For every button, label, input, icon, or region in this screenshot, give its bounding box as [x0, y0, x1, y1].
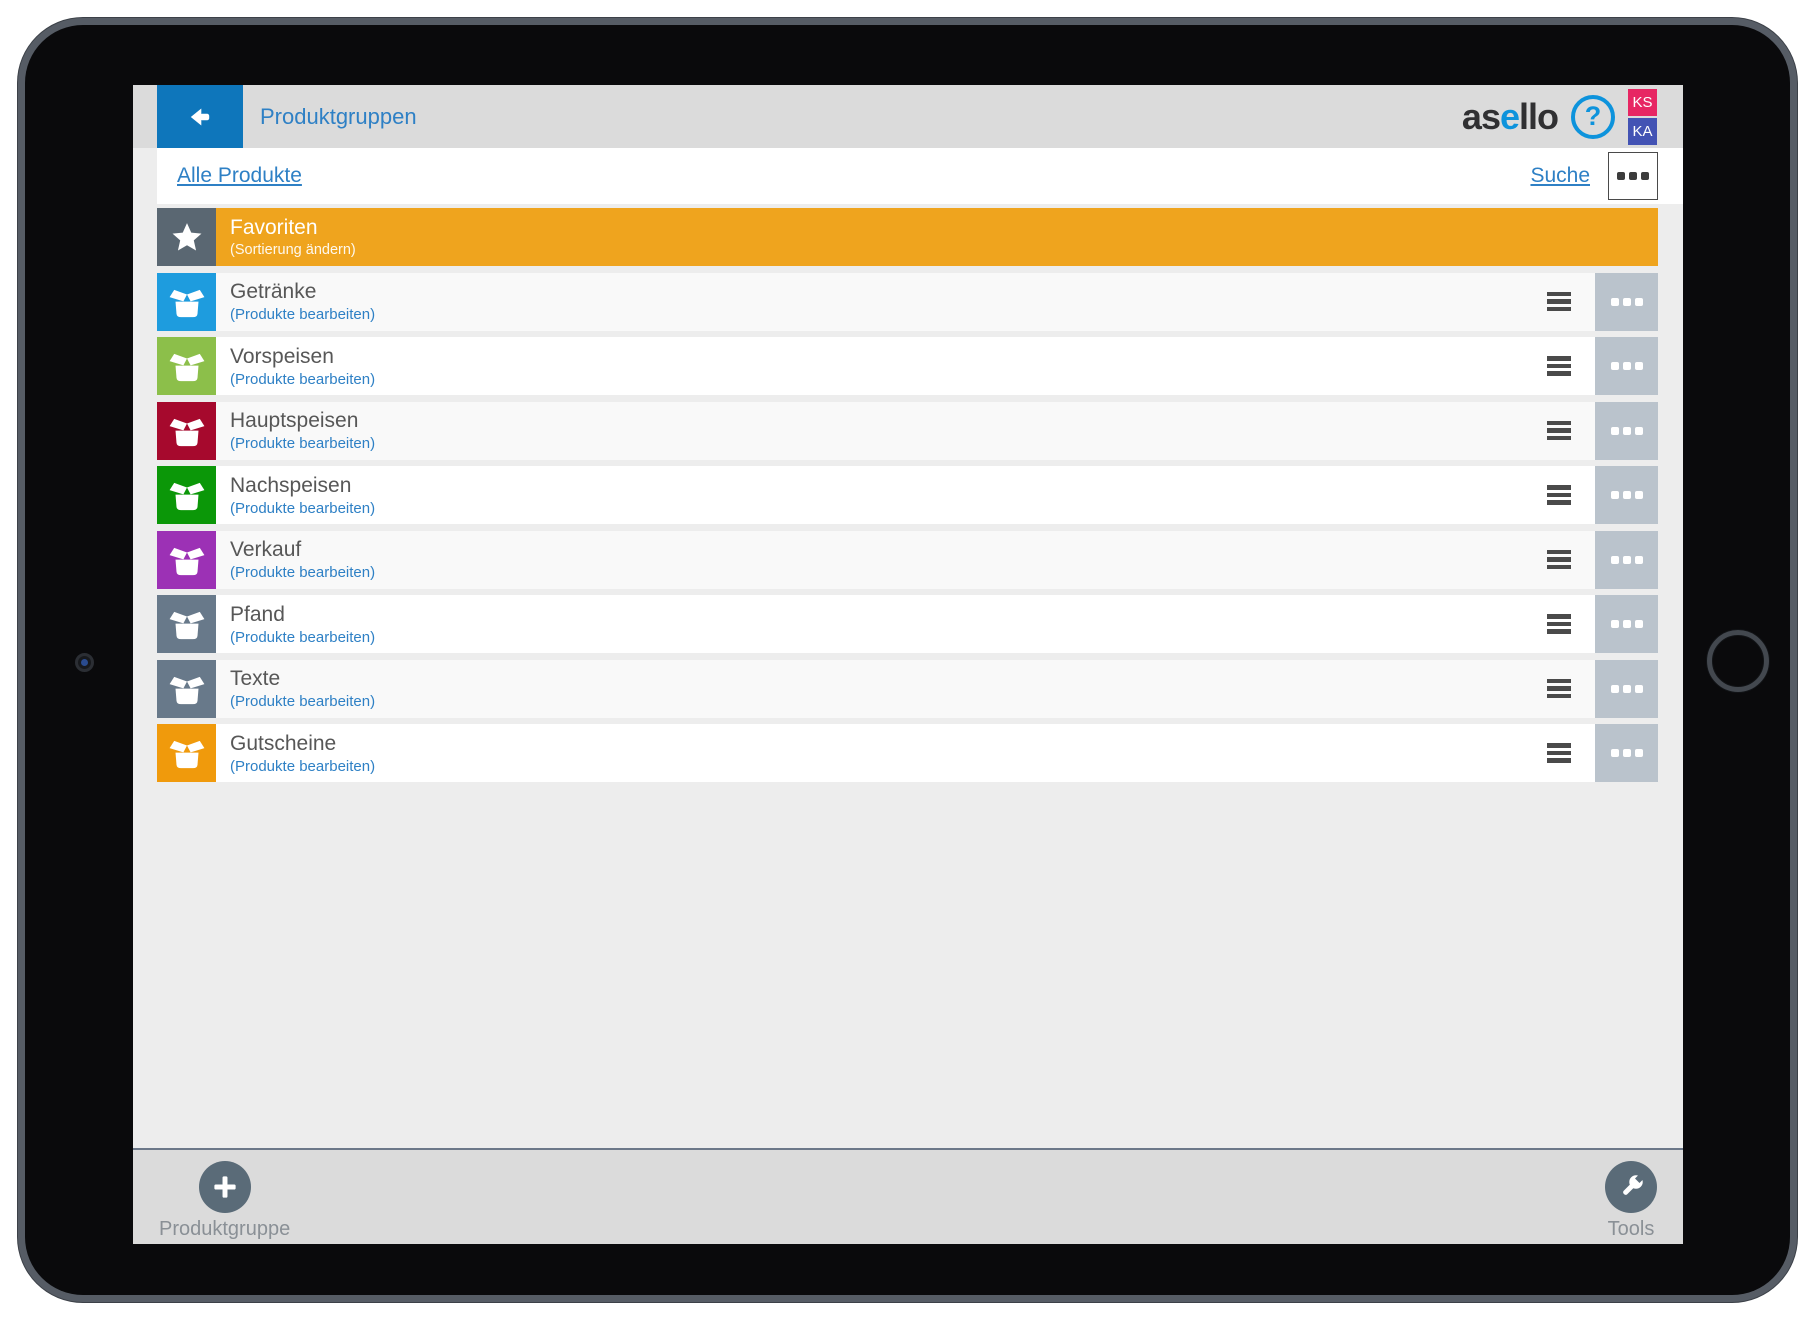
- row-more-button[interactable]: [1595, 466, 1658, 524]
- product-group-row[interactable]: Texte (Produkte bearbeiten): [157, 659, 1658, 718]
- box-icon: [157, 337, 216, 395]
- drag-handle-icon[interactable]: [1545, 673, 1573, 705]
- box-icon: [157, 530, 216, 589]
- drag-handle-icon[interactable]: [1545, 415, 1573, 447]
- front-camera: [75, 653, 94, 672]
- drag-handle-icon[interactable]: [1545, 350, 1573, 382]
- app-header: Produktgruppen asello ? KS KA: [133, 85, 1683, 148]
- group-name: Getränke: [230, 280, 317, 303]
- ellipsis-icon: [1610, 620, 1643, 628]
- bottom-toolbar: Produktgruppe Tools: [133, 1148, 1683, 1244]
- edit-products-link[interactable]: (Produkte bearbeiten): [230, 370, 376, 388]
- row-more-button[interactable]: [1595, 530, 1658, 589]
- ellipsis-icon: [1617, 172, 1649, 180]
- group-name: Pfand: [230, 602, 285, 626]
- row-more-button[interactable]: [1595, 272, 1658, 331]
- more-menu-button[interactable]: [1608, 152, 1658, 200]
- add-productgroup-button[interactable]: Produktgruppe: [159, 1161, 290, 1244]
- edit-products-link[interactable]: (Produkte bearbeiten): [230, 693, 376, 710]
- back-button[interactable]: [157, 85, 243, 148]
- edit-products-link[interactable]: (Produkte bearbeiten): [230, 499, 376, 517]
- search-link[interactable]: Suche: [1530, 164, 1590, 187]
- drag-handle-icon[interactable]: [1545, 737, 1573, 769]
- help-icon[interactable]: ?: [1571, 94, 1615, 139]
- product-group-row[interactable]: Pfand (Produkte bearbeiten): [157, 595, 1658, 653]
- tools-label: Tools: [1607, 1218, 1655, 1240]
- favorites-row[interactable]: Favoriten (Sortierung ändern): [157, 208, 1658, 266]
- edit-products-link[interactable]: (Produkte bearbeiten): [230, 564, 376, 581]
- row-more-button[interactable]: [1595, 659, 1658, 718]
- box-icon: [157, 272, 216, 331]
- ellipsis-icon: [1610, 684, 1643, 693]
- edit-products-link[interactable]: (Produkte bearbeiten): [230, 757, 376, 775]
- tools-button[interactable]: Tools: [1605, 1161, 1657, 1244]
- row-more-button[interactable]: [1595, 595, 1658, 653]
- ellipsis-icon: [1610, 426, 1643, 435]
- app-screen: Produktgruppen asello ? KS KA Alle Produ…: [133, 85, 1683, 1244]
- group-name: Gutscheine: [230, 731, 337, 755]
- group-name: Texte: [230, 667, 281, 690]
- back-arrow-icon: [190, 108, 210, 125]
- badge-ka[interactable]: KA: [1628, 117, 1657, 145]
- ellipsis-icon: [1610, 555, 1643, 564]
- page-title: Produktgruppen: [260, 103, 417, 129]
- ellipsis-icon: [1610, 491, 1643, 499]
- tablet-frame: Produktgruppen asello ? KS KA Alle Produ…: [25, 25, 1790, 1295]
- row-more-button[interactable]: [1595, 724, 1658, 782]
- box-icon: [157, 595, 216, 653]
- edit-products-link[interactable]: (Produkte bearbeiten): [230, 628, 376, 646]
- drag-handle-icon[interactable]: [1545, 479, 1573, 511]
- row-more-button[interactable]: [1595, 337, 1658, 395]
- box-icon: [157, 659, 216, 718]
- asello-logo: asello: [1461, 96, 1559, 137]
- product-group-row[interactable]: Hauptspeisen (Produkte bearbeiten): [157, 401, 1658, 460]
- favorites-title: Favoriten: [230, 216, 318, 239]
- drag-handle-icon[interactable]: [1545, 286, 1573, 318]
- box-icon: [157, 466, 216, 524]
- user-badges: KS KA: [1628, 88, 1657, 145]
- box-icon: [157, 724, 216, 782]
- edit-products-link[interactable]: (Produkte bearbeiten): [230, 306, 376, 323]
- ellipsis-icon: [1610, 297, 1643, 306]
- ellipsis-icon: [1610, 362, 1643, 370]
- group-name: Verkauf: [230, 538, 302, 561]
- product-group-row[interactable]: Nachspeisen (Produkte bearbeiten): [157, 466, 1658, 524]
- change-sorting-link[interactable]: (Sortierung ändern): [230, 242, 356, 258]
- group-name: Hauptspeisen: [230, 409, 359, 432]
- product-group-list: Favoriten (Sortierung ändern) Getränke (…: [133, 208, 1683, 782]
- row-more-button[interactable]: [1595, 401, 1658, 460]
- star-icon: [157, 208, 216, 266]
- drag-handle-icon[interactable]: [1545, 544, 1573, 576]
- all-products-link[interactable]: Alle Produkte: [177, 164, 302, 187]
- product-group-row[interactable]: Verkauf (Produkte bearbeiten): [157, 530, 1658, 589]
- drag-handle-icon[interactable]: [1545, 608, 1573, 640]
- product-group-row[interactable]: Getränke (Produkte bearbeiten): [157, 272, 1658, 331]
- add-productgroup-label: Produktgruppe: [159, 1218, 291, 1240]
- badge-ks[interactable]: KS: [1628, 88, 1657, 116]
- edit-products-link[interactable]: (Produkte bearbeiten): [230, 435, 376, 452]
- wrench-icon: [1605, 1161, 1657, 1213]
- header-right-cluster: asello ? KS KA: [1462, 85, 1683, 148]
- box-icon: [157, 401, 216, 460]
- home-button[interactable]: [1707, 630, 1769, 692]
- sub-toolbar: Alle Produkte Suche: [157, 148, 1683, 204]
- ellipsis-icon: [1610, 749, 1643, 757]
- group-name: Vorspeisen: [230, 344, 334, 368]
- product-group-row[interactable]: Gutscheine (Produkte bearbeiten): [157, 724, 1658, 782]
- group-name: Nachspeisen: [230, 473, 352, 497]
- product-group-row[interactable]: Vorspeisen (Produkte bearbeiten): [157, 337, 1658, 395]
- plus-icon: [198, 1161, 251, 1213]
